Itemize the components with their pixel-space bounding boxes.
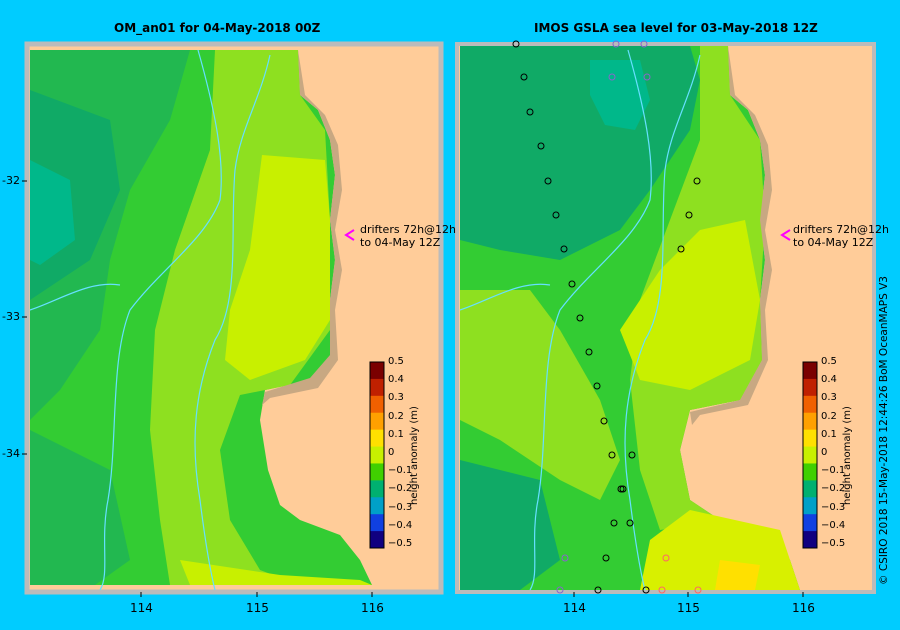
right-colorbar-swatch [803,412,817,431]
left-panel-title: OM_an01 for 04-May-2018 00Z [114,21,321,35]
left-colorbar [369,361,385,549]
left-colorbar-tick-label: 0 [388,447,395,458]
right-colorbar-tick-label: −0.4 [821,519,846,531]
right-colorbar-title: height anomaly (m) [842,406,853,505]
left-colorbar-swatch [370,412,384,431]
left-colorbar-tick-label: −0.4 [388,519,413,531]
right-colorbar-swatch [803,446,817,464]
drifter-markers-violet [556,40,651,594]
left-colorbar-swatch [370,497,384,515]
left-colorbar-tick-label: −0.2 [388,483,413,495]
left-yellow-core [225,155,330,380]
right-frame [455,42,876,594]
left-axis-ticks [22,180,373,597]
drifter-markers [512,40,701,594]
right-south-hotspot [715,560,760,590]
left-colorbar-tick-label: −0.5 [388,538,413,549]
left-colorbar-swatch [370,395,384,414]
right-lon-tick-115: 115 [677,601,700,615]
left-lon-tick-114: 114 [130,601,153,615]
left-colorbar-title: height anomaly (m) [409,406,420,505]
lat-tick-32: -32 [2,174,20,187]
right-colorbar-swatch [803,480,817,498]
left-colorbar-tick-label: 0.4 [388,374,404,386]
lat-tick-33: -33 [2,310,20,323]
left-drifter-arrow [344,229,355,241]
right-colorbar-swatch [803,362,817,380]
left-contour-2 [194,54,271,591]
right-colorbar-tick-label: −0.2 [821,483,846,495]
left-colorbar-tick-label: 0.3 [388,392,404,404]
right-colorbar-tick-label: 0.4 [821,374,837,386]
drifter-markers-red [658,554,702,594]
credit-text: © CSIRO 2018 15-May-2018 12:44:26 BoM Oc… [878,276,890,585]
left-colorbar-tick-label: −0.3 [388,501,413,513]
left-colorbar-tick-label: 0.5 [388,356,404,367]
right-axis-ticks [573,592,804,597]
left-colorbar-swatch [370,480,384,498]
right-drifter-note-line2: to 04-May 12Z [793,236,874,249]
right-yellow-core [620,220,760,390]
drifter-arrows [344,229,791,241]
left-colorbar-tick-label: −0.1 [388,465,413,477]
right-contour-2 [624,54,701,591]
right-colorbar-swatch [803,463,817,481]
right-colorbar-swatch [803,378,817,397]
left-colorbar-tick-label: 0.1 [388,428,404,440]
right-contour-3 [459,283,551,311]
right-colorbar-swatch [803,429,817,448]
left-drifter-note: drifters 72h@12h to 04-May 12Z [360,223,456,249]
right-colorbar-swatch [803,514,817,532]
left-drifter-note-line1: drifters 72h@12h [360,223,457,236]
right-panel-title: IMOS GSLA sea level for 03-May-2018 12Z [534,21,818,35]
left-lon-tick-116: 116 [361,601,384,615]
left-south-yellow [180,560,372,585]
right-colorbar-tick-label: 0.5 [821,356,837,367]
right-colorbar-tick-label: −0.3 [821,501,846,513]
left-colorbar-tick-label: 0.2 [388,410,404,422]
right-contour-1 [529,49,652,591]
right-colorbar-swatch [803,395,817,414]
right-south-yellow [640,510,800,590]
right-colorbar-swatch [803,497,817,515]
left-colorbar-swatch [370,531,384,549]
right-colorbar-swatch [803,531,817,549]
right-colorbar-tick-label: −0.5 [821,538,846,549]
left-colorbar-swatch [370,378,384,397]
right-drifter-arrow [780,229,791,241]
left-colorbar-swatch [370,463,384,481]
right-colorbar-tick-label: 0.3 [821,392,837,404]
left-contour-1 [99,49,222,591]
left-colorbar-swatch [370,514,384,532]
right-colorbar-tick-label: 0.1 [821,428,837,440]
right-map-panel [455,40,876,597]
right-light-band-west [460,290,620,500]
right-colorbar-tick-label: 0 [821,447,828,458]
left-colorbar-swatch [370,362,384,380]
left-colorbar-swatch [370,429,384,448]
left-drifter-note-line2: to 04-May 12Z [360,236,441,249]
left-frame [24,41,444,595]
left-colorbar-swatch [370,446,384,464]
left-eddy-core [30,160,75,265]
right-colorbar-frame [802,361,818,549]
left-lon-tick-115: 115 [246,601,269,615]
left-colorbar-frame [369,361,385,549]
right-drifter-note: drifters 72h@12h to 04-May 12Z [793,223,889,249]
right-colorbar-tick-label: −0.1 [821,465,846,477]
right-colorbar [802,361,818,549]
right-lon-tick-116: 116 [792,601,815,615]
left-contour-3 [29,283,121,311]
right-lon-tick-114: 114 [563,601,586,615]
lat-tick-34: -34 [2,447,20,460]
right-colorbar-tick-label: 0.2 [821,410,837,422]
right-drifter-note-line1: drifters 72h@12h [793,223,890,236]
